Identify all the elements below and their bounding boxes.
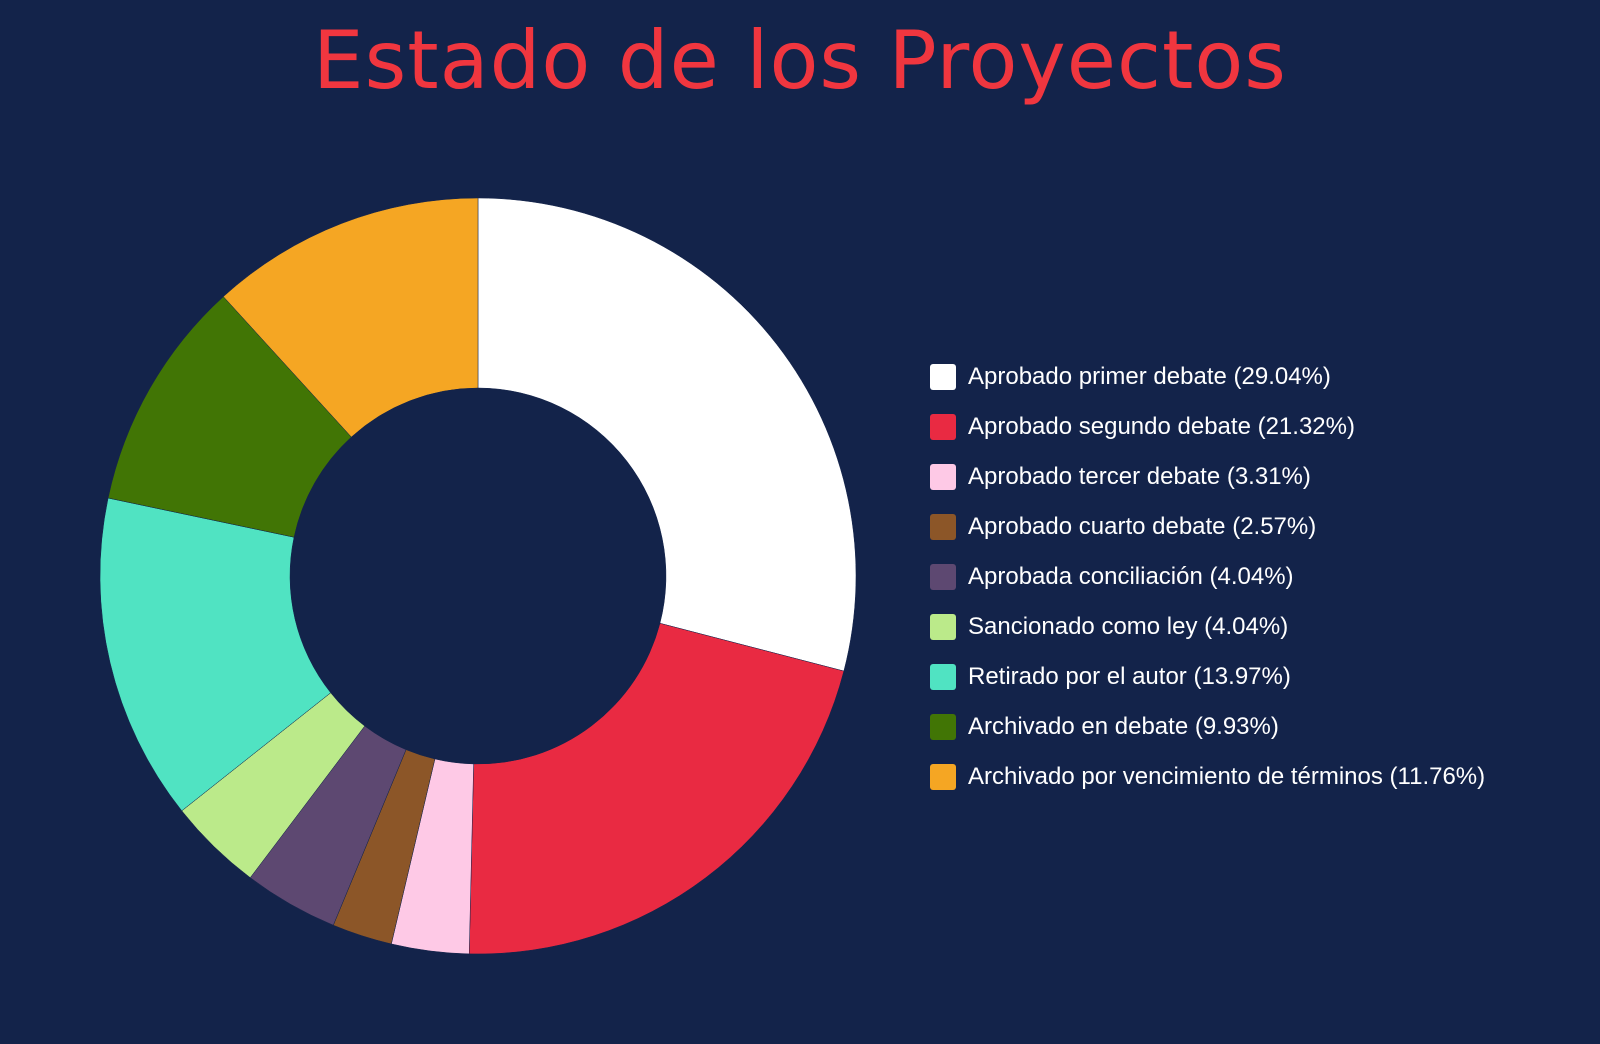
legend-item-6[interactable]: Sancionado como ley (4.04%)	[930, 602, 1485, 652]
legend-label: Archivado por vencimiento de términos (1…	[968, 763, 1486, 790]
legend-item-5[interactable]: Aprobada conciliación (4.04%)	[930, 552, 1485, 602]
pie-slice-9[interactable]	[223, 197, 479, 438]
legend-label: Sancionado como ley (4.04%)	[968, 613, 1289, 640]
legend-swatch	[930, 364, 956, 390]
legend-item-8[interactable]: Archivado en debate (9.93%)	[930, 702, 1485, 752]
legend-label: Aprobado tercer debate (3.31%)	[968, 463, 1311, 490]
legend-swatch	[930, 564, 956, 590]
legend-item-9[interactable]: Archivado por vencimiento de términos (1…	[930, 752, 1485, 802]
legend-label: Archivado en debate (9.93%)	[968, 713, 1279, 740]
legend-label: Aprobado primer debate (29.04%)	[968, 363, 1331, 390]
chart-legend: Aprobado primer debate (29.04%) Aprobado …	[930, 352, 1485, 802]
legend-item-1[interactable]: Aprobado primer debate (29.04%)	[930, 352, 1485, 402]
legend-label: Aprobada conciliación (4.04%)	[968, 563, 1294, 590]
legend-item-3[interactable]: Aprobado tercer debate (3.31%)	[930, 452, 1485, 502]
legend-swatch	[930, 464, 956, 490]
chart-title: Estado de los Proyectos	[313, 14, 1287, 107]
legend-swatch	[930, 764, 956, 790]
legend-label: Retirado por el autor (13.97%)	[968, 663, 1291, 690]
pie-slice-1[interactable]	[477, 197, 857, 672]
legend-item-7[interactable]: Retirado por el autor (13.97%)	[930, 652, 1485, 702]
legend-item-4[interactable]: Aprobado cuarto debate (2.57%)	[930, 502, 1485, 552]
pie-slice-2[interactable]	[468, 622, 845, 955]
legend-swatch	[930, 614, 956, 640]
legend-swatch	[930, 714, 956, 740]
legend-swatch	[930, 414, 956, 440]
pie-slice-7[interactable]	[99, 497, 332, 812]
legend-swatch	[930, 664, 956, 690]
legend-item-2[interactable]: Aprobado segundo debate (21.32%)	[930, 402, 1485, 452]
legend-swatch	[930, 514, 956, 540]
legend-label: Aprobado segundo debate (21.32%)	[968, 413, 1355, 440]
legend-label: Aprobado cuarto debate (2.57%)	[968, 513, 1317, 540]
